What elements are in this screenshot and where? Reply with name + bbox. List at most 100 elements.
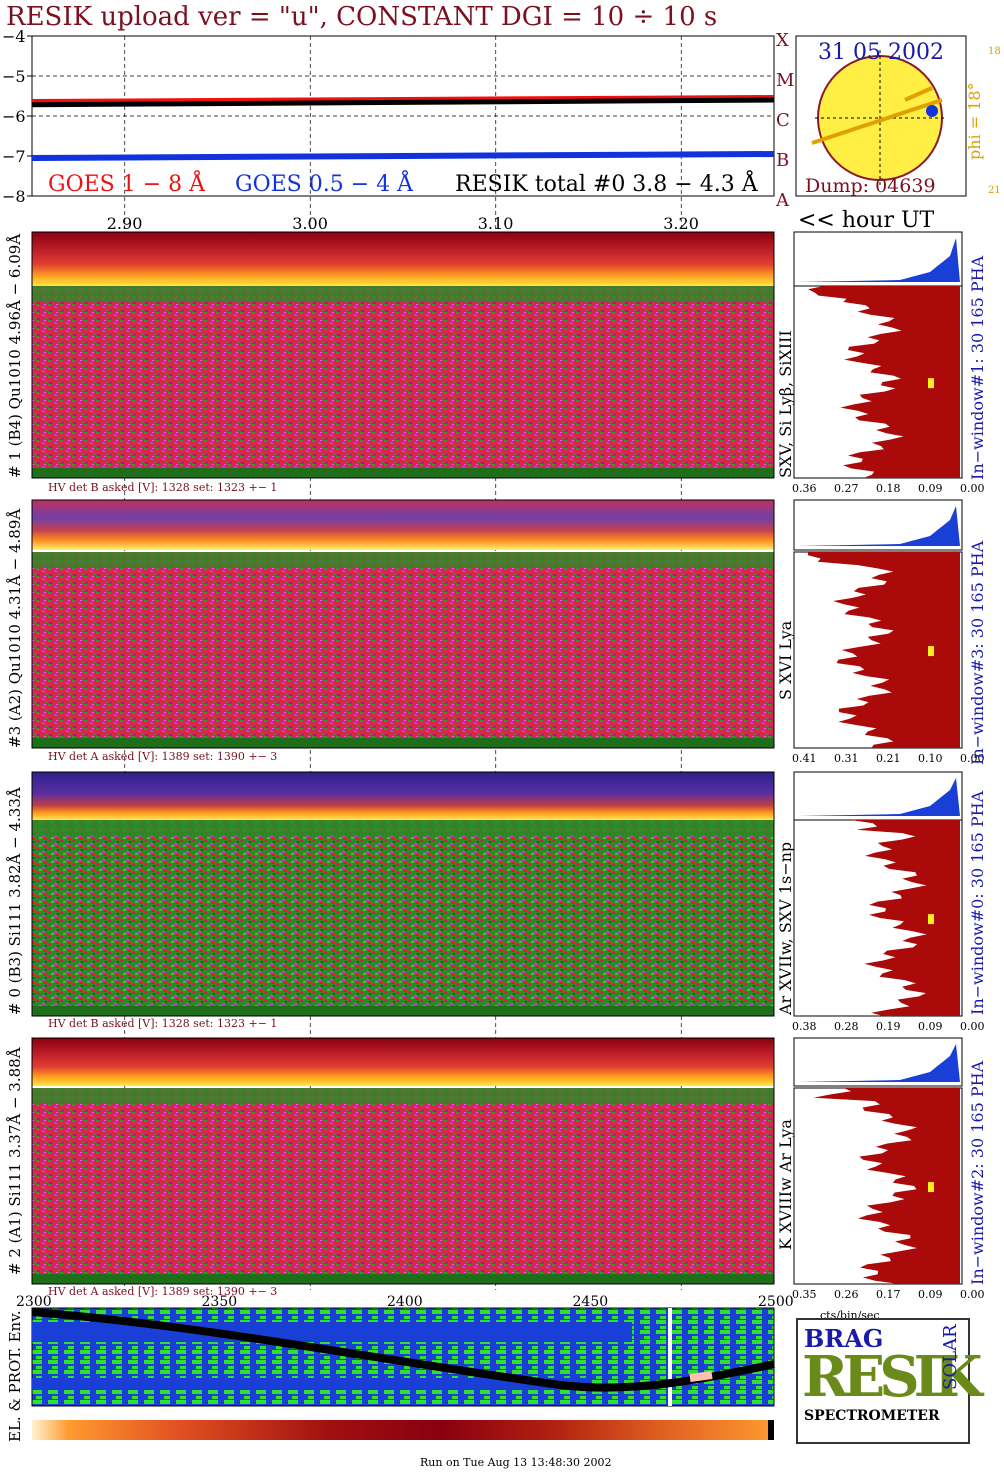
env-gap-marker [668,1308,672,1406]
hour-tick-label: 3.20 [663,214,699,233]
spectrum-tick-label-1: 0.41 [792,752,817,765]
spectrum-window-marker-0 [928,378,934,389]
env-panel-label: EL. & PROT. Env. [6,1310,24,1442]
class-letter-x: X [776,30,789,51]
spectrum-window-marker-1 [928,646,934,657]
spectrogram-frame-1 [31,499,775,749]
spectrogram-map-bottom-1 [32,738,774,748]
phi-scale-top: 18 [988,46,1001,57]
spectrum-tick-label-0: 0.27 [834,482,859,495]
spectrogram-band-3 [32,1038,774,1086]
spectrogram-map-2 [32,820,774,1016]
dump-number: Dump: 04639 [805,175,936,197]
resik-logo: BRAG RESIK SOLAR SPECTROMETER [796,1318,983,1444]
goes-series-line-2 [31,97,775,108]
spectrum-tick-label-0: 0.00 [960,482,985,495]
spectrum-histogram-2 [850,820,960,1016]
class-letter-m: M [776,70,795,91]
detector-0-side-label: # 0 (B3) Si111 3.82Å − 4.33Å [6,787,24,1015]
detector-1-window-label: In−window#1: 30 165 PHA [968,255,987,480]
spectrum-histogram-1 [808,552,960,748]
pha-histogram-2 [798,778,960,816]
spectrum-tick-label-1: 0.10 [918,752,943,765]
detector-2-line-label: K XVIIIw Ar Lya [776,1119,795,1250]
env-tick-label: 2300 [16,1294,52,1310]
pha-histogram-3 [798,1044,960,1082]
env-orbit-highlight [689,1371,713,1382]
logo-spectrometer: SPECTROMETER [804,1408,940,1424]
spectrum-tick-label-1: 0.21 [876,752,901,765]
spectrogram-map-3 [32,1088,774,1284]
pointing-dot [926,105,938,117]
hour-axis-label: << hour UT [798,208,935,233]
hour-tick-label: 3.10 [478,214,514,233]
detector-1-hv: HV det B asked [V]: 1328 set: 1323 +− 1 [48,481,278,494]
detector-0-window-label: In−window#0: 30 165 PHA [968,790,987,1015]
goes-ytick-label: −4 [2,27,26,46]
pha-histogram-1 [798,506,960,546]
resik-total-legend: RESIK total #0 3.8 − 4.3 Å [455,172,758,197]
spectrogram-map-top-0 [32,286,774,302]
spectrogram-map-top-3 [32,1088,774,1104]
spectrogram-band-0 [32,232,774,286]
spectrum-histogram-3 [813,1088,960,1284]
spectrum-tick-label-1: 0.31 [834,752,859,765]
spectrogram-map-top-2 [32,820,774,836]
env-tick-label: 2450 [573,1294,609,1310]
spectrogram-map-0 [32,286,774,478]
spectrum-tick-label-2: 0.09 [918,1020,943,1033]
spectrum-tick-label-0: 0.36 [792,482,817,495]
spectrogram-map-1 [32,552,774,748]
detector-2-side-label: # 2 (A1) Si111 3.37Å − 3.88Å [6,1047,24,1275]
hour-tick-label: 2.90 [107,214,143,233]
class-letter-b: B [776,150,790,171]
detector-1-line-label: SXV, Si Lyβ, SiXIII [776,330,795,478]
spectrogram-band-2 [32,772,774,820]
env-tick-label: 2400 [387,1294,423,1310]
spectrum-tick-label-3: 0.09 [918,1288,943,1301]
spectrum-tick-label-1: 0.00 [960,752,985,765]
spectrum-window-marker-3 [928,1182,934,1193]
spectrum-tick-label-3: 0.35 [792,1288,817,1301]
spectrum-tick-label-0: 0.18 [876,482,901,495]
logo-resik: RESIK [802,1344,983,1410]
env-tick-label: 2350 [202,1294,238,1310]
intensity-bar-end [768,1420,774,1440]
detector-2-window-label: In−window#2: 30 165 PHA [968,1060,987,1285]
detector-1-side-label: # 1 (B4) Qu1010 4.96Å − 6.09Å [6,233,24,478]
spectrum-tick-label-3: 0.00 [960,1288,985,1301]
spectrogram-frame-2 [31,771,775,1017]
spectrogram-frame-0 [31,231,775,479]
goes-ytick-label: −6 [2,107,26,126]
spectrogram-band-1 [32,500,774,550]
pha-histogram-0 [798,238,960,282]
spectrogram-map-bottom-0 [32,468,774,478]
spectrum-window-marker-2 [928,914,934,925]
spacecraft-axis-marker [904,86,933,102]
goes-ytick-label: −7 [2,147,26,166]
spectrum-tick-label-2: 0.19 [876,1020,901,1033]
logo-brag: BRAG [804,1324,884,1353]
detector-3-side-label: #3 (A2) Qu1010 4.31Å − 4.89Å [6,508,24,748]
run-info: Run on Tue Aug 13 13:48:30 2002 [420,1456,612,1469]
class-letter-a: A [776,190,789,211]
spectrogram-map-bottom-3 [32,1274,774,1284]
detector-2-hv: HV det A asked [V]: 1389 set: 1390 +− 3 [48,1285,278,1298]
spectrum-tick-label-2: 0.00 [960,1020,985,1033]
phi-scale-bottom: 21 [988,185,1001,196]
spectrum-tick-label-3: 0.26 [834,1288,859,1301]
spectrum-tick-label-0: 0.09 [918,482,943,495]
page-title: RESIK upload ver = "u", CONSTANT DGI = 1… [6,2,718,32]
goes-short-legend: GOES 0.5 − 4 Å [235,172,414,197]
spacecraft-axis [811,98,943,145]
observation-date: 31 05 2002 [818,40,944,65]
spectrum-histogram-0 [808,286,960,478]
class-letter-c: C [776,110,790,131]
env-tick-label: 2500 [758,1294,794,1310]
goes-ytick-label: −8 [2,187,26,206]
phi-label: phi = 18° [965,82,984,160]
spectrogram-frame-3 [31,1037,775,1285]
env-band-1 [32,1322,632,1342]
